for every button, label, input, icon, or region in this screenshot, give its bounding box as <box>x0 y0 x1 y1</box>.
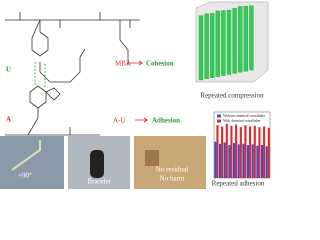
label-au: A-U <box>113 117 125 125</box>
bar <box>246 145 250 178</box>
bar <box>223 142 226 178</box>
bar <box>242 143 245 178</box>
bar <box>238 6 243 73</box>
label-mba: MBA <box>115 60 131 68</box>
sample-strip <box>11 140 41 171</box>
bar <box>244 125 247 178</box>
legend-label: With chemical crosslinker <box>223 119 261 123</box>
bar <box>243 5 248 72</box>
label-u: U <box>6 66 11 74</box>
plot-frame <box>213 111 271 179</box>
bar <box>210 13 215 78</box>
bar <box>216 125 219 178</box>
bar <box>251 144 254 178</box>
bar <box>230 125 233 178</box>
bar <box>249 5 254 71</box>
bar <box>198 15 204 81</box>
bar <box>218 143 222 178</box>
structure-drawing <box>5 12 149 136</box>
bar <box>267 127 270 178</box>
bar <box>235 124 238 178</box>
label-adhesion: Adhesion <box>152 117 180 125</box>
bar <box>249 126 252 178</box>
bar <box>239 127 242 178</box>
bar <box>204 13 209 80</box>
x-axis-label: Repeated compression <box>200 92 264 100</box>
photo-label: No harm <box>160 175 185 183</box>
bar <box>215 10 220 77</box>
bar <box>258 127 261 178</box>
bar <box>226 9 232 75</box>
bar <box>225 123 228 178</box>
photo-label: +90° <box>18 172 32 180</box>
bar <box>260 145 264 178</box>
bar <box>221 126 224 178</box>
graphical-abstract: U A MBA Cohesion A-U Adhesion +90° Brace… <box>0 1 271 189</box>
bar <box>253 125 256 178</box>
x-axis-label: Repeated adhesion <box>212 180 265 188</box>
photo <box>0 136 64 189</box>
photo-label: No residual <box>156 166 189 174</box>
page: U A MBA Cohesion A-U Adhesion +90° Brace… <box>0 0 272 189</box>
bar <box>214 141 217 178</box>
bar <box>256 145 259 178</box>
legend-swatch <box>217 119 221 123</box>
legend-swatch <box>217 114 221 118</box>
photo-label: Bracelet <box>87 178 110 186</box>
sample <box>145 150 159 166</box>
bar <box>221 10 226 76</box>
bar <box>232 8 237 74</box>
bar <box>228 145 231 178</box>
bar <box>265 146 268 178</box>
legend-label: Without chemical crosslinker <box>223 114 266 118</box>
label-cohesion: Cohesion <box>146 60 174 68</box>
bar <box>237 144 240 178</box>
bar <box>232 143 236 178</box>
bar <box>263 126 266 178</box>
bracelet <box>90 150 104 178</box>
label-a: A <box>6 116 11 124</box>
